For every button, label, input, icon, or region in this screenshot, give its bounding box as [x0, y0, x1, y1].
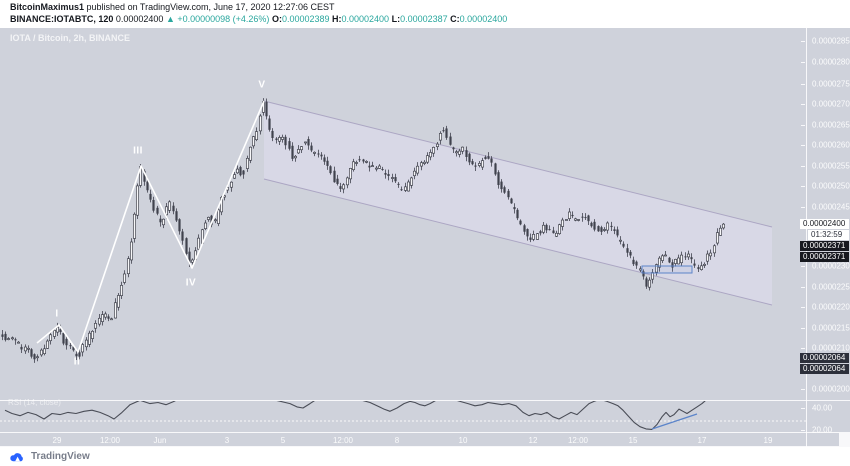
- time-axis-tick: 3: [224, 436, 230, 445]
- price-level-box: 0.00002064: [800, 352, 849, 363]
- time-axis-tick: 10: [458, 436, 468, 445]
- wave-label-v: V: [258, 79, 266, 91]
- last-price: 0.00002400: [115, 13, 164, 24]
- time-axis-tick: 5: [280, 436, 286, 445]
- price-level-box: 0.00002064: [800, 363, 849, 374]
- high-value: 0.00002400: [341, 13, 390, 24]
- timezone-corner-cell[interactable]: [839, 433, 850, 446]
- symbol-interval: BINANCE:IOTABTC, 120: [10, 13, 114, 24]
- axis-tick-mark: [801, 62, 805, 63]
- published-line: BitcoinMaximus1 published on TradingView…: [10, 2, 335, 12]
- axis-tick-mark: [801, 186, 805, 187]
- time-axis-tick: Jun: [153, 436, 167, 445]
- time-axis-tick: 8: [394, 436, 400, 445]
- published-text: published on TradingView.com, June 17, 2…: [84, 2, 335, 12]
- time-axis-separator: [0, 432, 850, 433]
- wave-label-ii: II: [73, 356, 81, 368]
- author-name[interactable]: BitcoinMaximus1: [10, 2, 85, 12]
- price-axis-tick: 20.00: [812, 425, 833, 435]
- axis-tick-mark: [801, 348, 805, 349]
- current-price-box: 0.00002400: [800, 218, 849, 229]
- time-axis-tick: 29: [52, 436, 62, 445]
- axis-tick-mark: [801, 125, 805, 126]
- axis-tick-mark: [801, 287, 805, 288]
- tradingview-brand-text[interactable]: TradingView: [31, 451, 90, 462]
- price-axis-separator: [806, 28, 807, 447]
- low-label: L:: [391, 13, 401, 24]
- axis-tick-mark: [801, 166, 805, 167]
- wave-label-i: I: [55, 308, 59, 320]
- time-axis-tick: 12:00: [332, 436, 354, 445]
- axis-tick-mark: [801, 430, 805, 431]
- close-value: 0.00002400: [459, 13, 508, 24]
- chart-watermark: IOTA / Bitcoin, 2h, BINANCE: [10, 33, 131, 43]
- axis-tick-mark: [801, 41, 805, 42]
- price-axis-tick: 40.00: [812, 403, 833, 413]
- time-axis-tick: 12: [528, 436, 538, 445]
- open-label: O:: [271, 13, 282, 24]
- high-label: H:: [332, 13, 342, 24]
- axis-tick-mark: [801, 328, 805, 329]
- price-level-box: 0.00002371: [800, 240, 849, 251]
- footer-bar: TradingView: [0, 447, 850, 466]
- axis-tick-mark: [801, 266, 805, 267]
- wave-label-iv: IV: [185, 277, 197, 289]
- axis-tick-mark: [801, 104, 805, 105]
- axis-tick-mark: [801, 84, 805, 85]
- open-value: 0.00002389: [281, 13, 330, 24]
- axis-tick-mark: [801, 145, 805, 146]
- time-axis-tick: 15: [628, 436, 638, 445]
- candle-countdown-box: 01:32:59: [808, 229, 849, 240]
- axis-tick-mark: [801, 207, 805, 208]
- price-level-box: 0.00002371: [800, 251, 849, 262]
- price-axis-tick: 0.00002000: [812, 384, 850, 394]
- axis-tick-mark: [801, 307, 805, 308]
- pane-separator-rsi: [0, 400, 850, 401]
- tradingview-logo-icon[interactable]: [10, 451, 25, 463]
- close-label: C:: [450, 13, 460, 24]
- time-axis-tick: 12:00: [567, 436, 589, 445]
- time-axis-tick: 19: [763, 436, 773, 445]
- time-axis-tick: 12:00: [99, 436, 121, 445]
- symbol-line: BINANCE:IOTABTC, 120 0.00002400 ▲ +0.000…: [10, 14, 507, 24]
- axis-tick-mark: [801, 389, 805, 390]
- time-axis-tick: 17: [697, 436, 707, 445]
- rsi-indicator-label[interactable]: RSI (14, close): [8, 398, 61, 407]
- chart-bottom-separator: [0, 446, 850, 447]
- axis-tick-mark: [801, 408, 805, 409]
- low-value: 0.00002387: [400, 13, 448, 24]
- price-change: ▲ +0.00000098 (+4.26%): [165, 13, 270, 24]
- idea-header: BitcoinMaximus1 published on TradingView…: [0, 0, 850, 28]
- wave-label-iii: III: [133, 145, 143, 157]
